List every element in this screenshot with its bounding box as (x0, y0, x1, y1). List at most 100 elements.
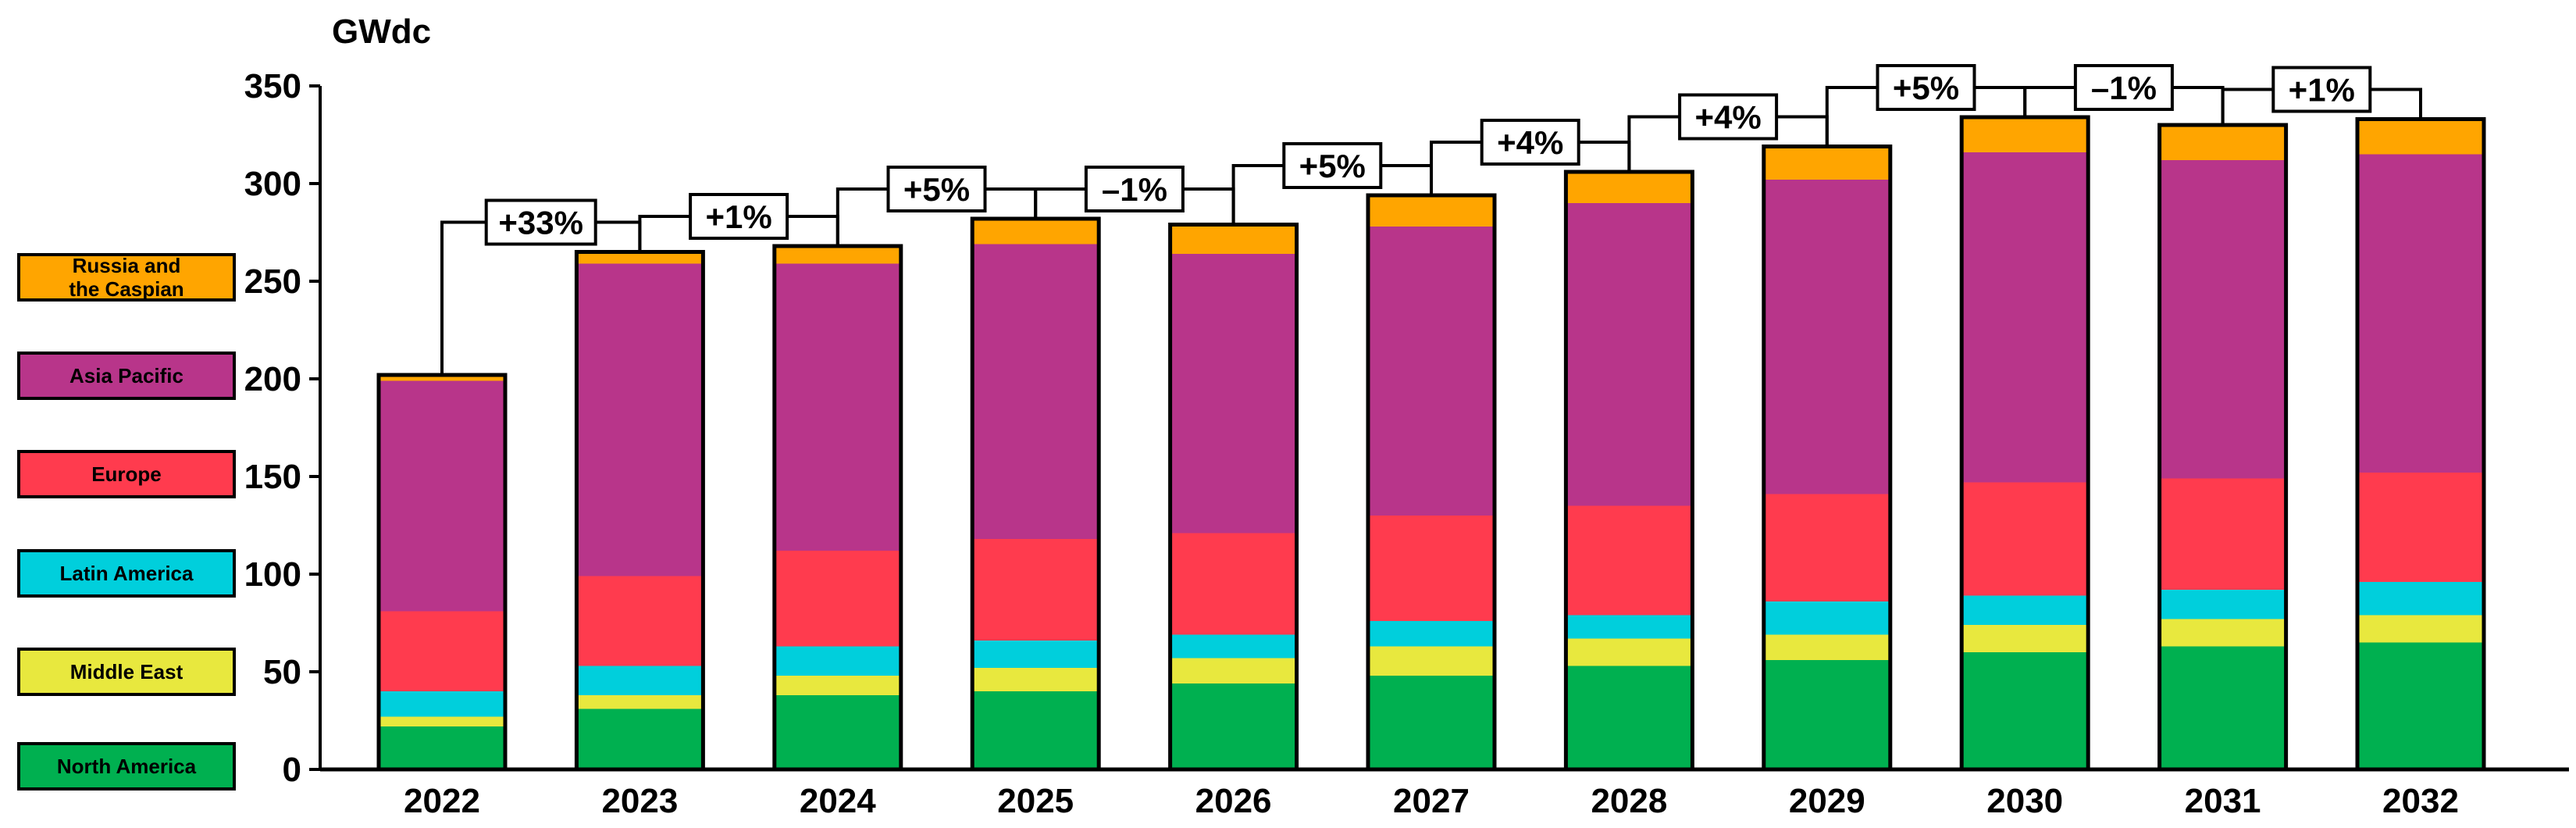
bar-segment (2159, 125, 2286, 160)
legend-item-middle-east: Middle East (17, 648, 236, 696)
bar-segment (1961, 652, 2089, 769)
bar-segment (1961, 625, 2089, 652)
bar-segment (2357, 154, 2484, 473)
x-tick-label: 2028 (1591, 782, 1667, 820)
bar-segment (1368, 621, 1495, 647)
bar-segment (1566, 505, 1693, 616)
bar-segment (1961, 152, 2089, 483)
bar-segment (576, 708, 704, 769)
growth-label-box (1480, 119, 1580, 166)
legend-item-latin-america: Latin America (17, 549, 236, 598)
growth-label: +1% (2289, 72, 2355, 109)
bar-segment (972, 539, 1099, 641)
x-tick-label: 2022 (404, 782, 480, 820)
growth-label-box (1084, 166, 1185, 212)
bar-segment (2357, 615, 2484, 643)
y-tick-label: 0 (283, 751, 301, 789)
bar-segment (2357, 582, 2484, 616)
bar-segment (774, 646, 901, 676)
bar-segment (576, 695, 704, 709)
x-tick-label: 2029 (1789, 782, 1865, 820)
bar-segment (1368, 646, 1495, 676)
growth-label-box (886, 166, 987, 212)
legend-item-north-america: North America (17, 742, 236, 791)
bar-segment (2357, 473, 2484, 582)
growth-label-box (2073, 64, 2174, 111)
x-tick-label: 2025 (997, 782, 1074, 820)
growth-label-box (2271, 66, 2372, 113)
bar-segment (1566, 615, 1693, 639)
growth-label: +5% (1893, 70, 1959, 106)
legend-item-russia-and-the-caspian: Russia and the Caspian (17, 253, 236, 302)
bar-segment (774, 263, 901, 551)
legend-label: Asia Pacific (69, 364, 183, 387)
bar-segment (1763, 634, 1890, 660)
bar-segment (1368, 516, 1495, 621)
bar-segment (2159, 160, 2286, 479)
growth-label: +5% (903, 171, 970, 208)
growth-label-box (1282, 142, 1383, 189)
growth-label: +4% (1694, 99, 1761, 136)
bar-segment (1368, 676, 1495, 769)
bar-segment (1368, 195, 1495, 227)
bar-segment (576, 252, 704, 264)
bar-segment (1170, 634, 1297, 658)
bar-segment (972, 641, 1099, 668)
y-tick-label: 150 (244, 458, 301, 496)
legend-item-europe: Europe (17, 450, 236, 498)
bar-segment (774, 695, 901, 769)
legend-label: Latin America (59, 562, 194, 585)
bar-segment (2357, 642, 2484, 769)
bar-segment (2357, 119, 2484, 155)
growth-label: +5% (1299, 148, 1366, 184)
bar-segment (1170, 224, 1297, 254)
growth-label-box (1876, 64, 1976, 111)
bar-segment (1763, 660, 1890, 769)
y-tick-label: 100 (244, 555, 301, 594)
y-axis-label: GWdc (332, 12, 431, 51)
x-tick-label: 2023 (601, 782, 678, 820)
y-tick-label: 200 (244, 360, 301, 398)
growth-label: –1% (1102, 171, 1167, 208)
bar-segment (379, 380, 505, 612)
bar-segment (379, 726, 505, 769)
legend-label: North America (56, 755, 197, 778)
bar-segment (576, 666, 704, 695)
legend-label: Middle East (69, 660, 183, 683)
y-tick-label: 250 (244, 262, 301, 301)
bar-segment (774, 246, 901, 264)
bar-segment (2159, 590, 2286, 619)
bar-segment (972, 668, 1099, 691)
bar-segment (1961, 595, 2089, 625)
bar-segment (576, 263, 704, 576)
growth-label-box (484, 198, 597, 246)
bar-segment (1566, 172, 1693, 203)
x-tick-label: 2026 (1195, 782, 1272, 820)
growth-label: –1% (2091, 70, 2157, 106)
growth-label: +4% (1497, 124, 1563, 161)
bar-segment (379, 611, 505, 691)
bar-segment (2159, 619, 2286, 647)
bar-segment (1763, 494, 1890, 601)
bar-segment (1961, 482, 2089, 596)
bar-segment (379, 716, 505, 726)
bar-segment (1170, 533, 1297, 635)
bar-segment (1763, 146, 1890, 180)
bar-segment (576, 576, 704, 666)
bar-segment (972, 691, 1099, 769)
bar-segment (1763, 601, 1890, 635)
bar-segment (1566, 203, 1693, 506)
bar-segment (1170, 683, 1297, 769)
bar-segment (1763, 180, 1890, 494)
bar-segment (972, 219, 1099, 244)
x-tick-label: 2027 (1393, 782, 1470, 820)
y-tick-label: 300 (244, 165, 301, 203)
bar-segment (774, 676, 901, 695)
bar-segment (379, 375, 505, 381)
bar-segment (1566, 666, 1693, 769)
x-tick-label: 2031 (2185, 782, 2261, 820)
y-tick-label: 50 (263, 653, 301, 691)
legend-item-asia-pacific: Asia Pacific (17, 352, 236, 400)
growth-label: +33% (498, 205, 583, 241)
